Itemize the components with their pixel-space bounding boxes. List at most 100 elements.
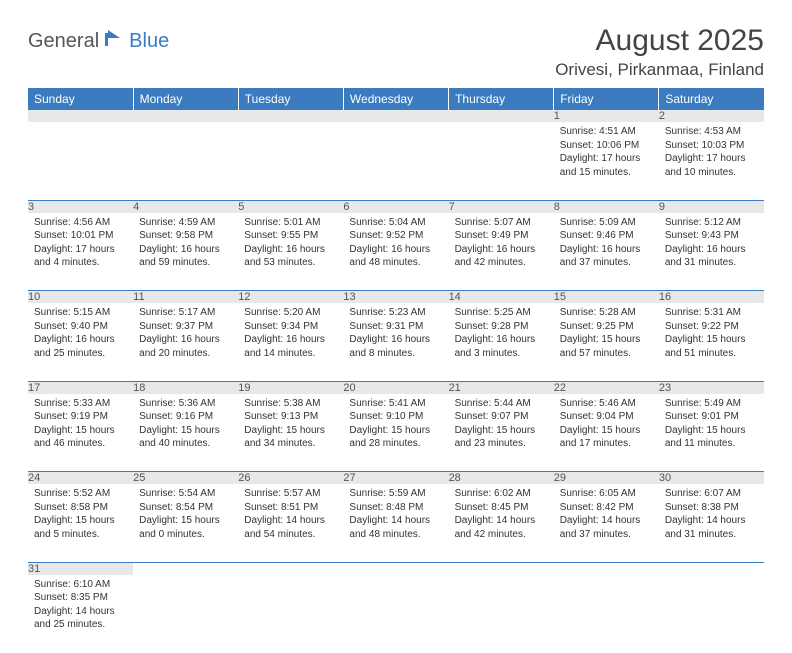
empty-day — [449, 562, 554, 575]
sunrise-text: Sunrise: 5:09 AM — [560, 216, 653, 230]
day-cell-content: Sunrise: 5:54 AMSunset: 8:54 PMDaylight:… — [133, 484, 238, 545]
day-number: 19 — [238, 381, 343, 394]
day-cell: Sunrise: 5:23 AMSunset: 9:31 PMDaylight:… — [343, 303, 448, 381]
day-number: 21 — [449, 381, 554, 394]
sunrise-text: Sunrise: 5:23 AM — [349, 306, 442, 320]
weekday-header: Monday — [133, 88, 238, 110]
day-cell-content: Sunrise: 5:09 AMSunset: 9:46 PMDaylight:… — [554, 213, 659, 274]
sunset-text: Sunset: 9:55 PM — [244, 229, 337, 243]
sunrise-text: Sunrise: 5:49 AM — [665, 397, 758, 411]
day-cell: Sunrise: 4:56 AMSunset: 10:01 PMDaylight… — [28, 213, 133, 291]
daylight-text: Daylight: 14 hours and 37 minutes. — [560, 514, 653, 541]
day-number: 24 — [28, 472, 133, 485]
daylight-text: Daylight: 17 hours and 15 minutes. — [560, 152, 653, 179]
empty-day — [343, 110, 448, 122]
flag-icon — [105, 30, 127, 51]
sunrise-text: Sunrise: 5:04 AM — [349, 216, 442, 230]
daylight-text: Daylight: 17 hours and 10 minutes. — [665, 152, 758, 179]
sunset-text: Sunset: 8:35 PM — [34, 591, 127, 605]
day-number: 25 — [133, 472, 238, 485]
day-number: 8 — [554, 200, 659, 213]
sunrise-text: Sunrise: 5:12 AM — [665, 216, 758, 230]
day-cell: Sunrise: 5:41 AMSunset: 9:10 PMDaylight:… — [343, 394, 448, 472]
sunrise-text: Sunrise: 6:10 AM — [34, 578, 127, 592]
daylight-text: Daylight: 14 hours and 54 minutes. — [244, 514, 337, 541]
page-header: General Blue August 2025 Orivesi, Pirkan… — [28, 24, 764, 80]
empty-day — [238, 122, 343, 200]
day-number: 12 — [238, 291, 343, 304]
day-cell: Sunrise: 5:01 AMSunset: 9:55 PMDaylight:… — [238, 213, 343, 291]
day-cell-content: Sunrise: 5:41 AMSunset: 9:10 PMDaylight:… — [343, 394, 448, 455]
weekday-header: Sunday — [28, 88, 133, 110]
day-cell-content: Sunrise: 5:12 AMSunset: 9:43 PMDaylight:… — [659, 213, 764, 274]
day-cell-content: Sunrise: 5:28 AMSunset: 9:25 PMDaylight:… — [554, 303, 659, 364]
sunset-text: Sunset: 9:28 PM — [455, 320, 548, 334]
daylight-text: Daylight: 16 hours and 53 minutes. — [244, 243, 337, 270]
sunrise-text: Sunrise: 4:56 AM — [34, 216, 127, 230]
day-number: 10 — [28, 291, 133, 304]
sunrise-text: Sunrise: 5:59 AM — [349, 487, 442, 501]
sunset-text: Sunset: 10:06 PM — [560, 139, 653, 153]
daylight-text: Daylight: 15 hours and 17 minutes. — [560, 424, 653, 451]
day-cell-content: Sunrise: 5:57 AMSunset: 8:51 PMDaylight:… — [238, 484, 343, 545]
daylight-text: Daylight: 16 hours and 31 minutes. — [665, 243, 758, 270]
daylight-text: Daylight: 16 hours and 8 minutes. — [349, 333, 442, 360]
day-cell-content: Sunrise: 5:17 AMSunset: 9:37 PMDaylight:… — [133, 303, 238, 364]
day-number: 28 — [449, 472, 554, 485]
empty-day — [659, 562, 764, 575]
day-cell-content: Sunrise: 4:53 AMSunset: 10:03 PMDaylight… — [659, 122, 764, 183]
daylight-text: Daylight: 15 hours and 51 minutes. — [665, 333, 758, 360]
weekday-header-row: SundayMondayTuesdayWednesdayThursdayFrid… — [28, 88, 764, 110]
sunset-text: Sunset: 9:01 PM — [665, 410, 758, 424]
sunset-text: Sunset: 9:52 PM — [349, 229, 442, 243]
sunset-text: Sunset: 8:58 PM — [34, 501, 127, 515]
day-number: 6 — [343, 200, 448, 213]
day-cell-content: Sunrise: 5:07 AMSunset: 9:49 PMDaylight:… — [449, 213, 554, 274]
day-cell-content: Sunrise: 5:15 AMSunset: 9:40 PMDaylight:… — [28, 303, 133, 364]
day-cell: Sunrise: 5:33 AMSunset: 9:19 PMDaylight:… — [28, 394, 133, 472]
sunset-text: Sunset: 9:37 PM — [139, 320, 232, 334]
day-number: 2 — [659, 110, 764, 122]
logo-text-general: General — [28, 30, 99, 53]
daynum-row: 3456789 — [28, 200, 764, 213]
sunset-text: Sunset: 8:48 PM — [349, 501, 442, 515]
sunrise-text: Sunrise: 4:51 AM — [560, 125, 653, 139]
empty-day — [238, 562, 343, 575]
day-cell-content: Sunrise: 5:44 AMSunset: 9:07 PMDaylight:… — [449, 394, 554, 455]
day-number: 29 — [554, 472, 659, 485]
day-cell-content: Sunrise: 5:38 AMSunset: 9:13 PMDaylight:… — [238, 394, 343, 455]
day-number: 15 — [554, 291, 659, 304]
week-row: Sunrise: 4:51 AMSunset: 10:06 PMDaylight… — [28, 122, 764, 200]
sunset-text: Sunset: 9:49 PM — [455, 229, 548, 243]
day-cell-content: Sunrise: 6:10 AMSunset: 8:35 PMDaylight:… — [28, 575, 133, 636]
day-number: 11 — [133, 291, 238, 304]
sunrise-text: Sunrise: 4:53 AM — [665, 125, 758, 139]
day-cell-content: Sunrise: 5:20 AMSunset: 9:34 PMDaylight:… — [238, 303, 343, 364]
day-cell-content: Sunrise: 5:01 AMSunset: 9:55 PMDaylight:… — [238, 213, 343, 274]
sunset-text: Sunset: 9:16 PM — [139, 410, 232, 424]
weekday-header: Tuesday — [238, 88, 343, 110]
day-cell: Sunrise: 5:38 AMSunset: 9:13 PMDaylight:… — [238, 394, 343, 472]
day-cell: Sunrise: 6:07 AMSunset: 8:38 PMDaylight:… — [659, 484, 764, 562]
daylight-text: Daylight: 15 hours and 0 minutes. — [139, 514, 232, 541]
daylight-text: Daylight: 16 hours and 59 minutes. — [139, 243, 232, 270]
sunrise-text: Sunrise: 5:36 AM — [139, 397, 232, 411]
daylight-text: Daylight: 17 hours and 4 minutes. — [34, 243, 127, 270]
day-number: 17 — [28, 381, 133, 394]
sunrise-text: Sunrise: 5:38 AM — [244, 397, 337, 411]
day-cell-content: Sunrise: 5:52 AMSunset: 8:58 PMDaylight:… — [28, 484, 133, 545]
week-row: Sunrise: 5:33 AMSunset: 9:19 PMDaylight:… — [28, 394, 764, 472]
sunset-text: Sunset: 9:58 PM — [139, 229, 232, 243]
day-cell: Sunrise: 5:20 AMSunset: 9:34 PMDaylight:… — [238, 303, 343, 381]
daylight-text: Daylight: 16 hours and 37 minutes. — [560, 243, 653, 270]
weekday-header: Friday — [554, 88, 659, 110]
day-cell-content: Sunrise: 6:07 AMSunset: 8:38 PMDaylight:… — [659, 484, 764, 545]
daynum-row: 24252627282930 — [28, 472, 764, 485]
sunset-text: Sunset: 9:19 PM — [34, 410, 127, 424]
sunset-text: Sunset: 9:46 PM — [560, 229, 653, 243]
day-number: 27 — [343, 472, 448, 485]
sunrise-text: Sunrise: 5:07 AM — [455, 216, 548, 230]
empty-day — [238, 110, 343, 122]
day-number: 22 — [554, 381, 659, 394]
sunset-text: Sunset: 9:31 PM — [349, 320, 442, 334]
